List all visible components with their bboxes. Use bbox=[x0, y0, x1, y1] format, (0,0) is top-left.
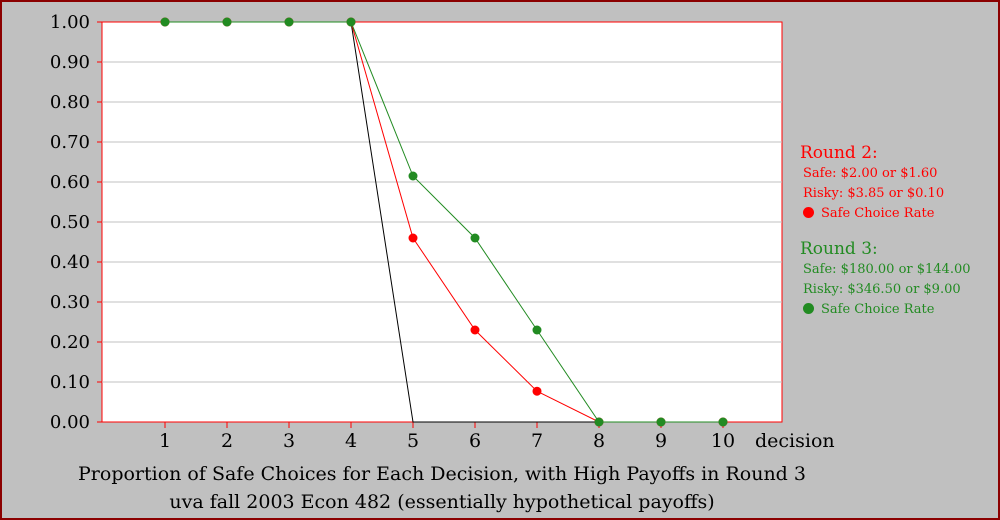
data-point bbox=[346, 17, 356, 27]
y-tick-label: 0.70 bbox=[50, 132, 90, 153]
data-point bbox=[408, 233, 418, 243]
legend-round-2-marker bbox=[803, 207, 814, 218]
y-tick-label: 0.40 bbox=[50, 252, 90, 273]
series-line bbox=[165, 21, 723, 423]
data-point bbox=[408, 171, 418, 181]
y-tick-label: 0.10 bbox=[50, 372, 90, 393]
data-point bbox=[656, 417, 666, 427]
y-tick-label: 0.90 bbox=[50, 52, 90, 73]
legend-round-3-title: Round 3: bbox=[800, 239, 878, 259]
legend-round-3-rate-label: Safe Choice Rate bbox=[821, 302, 935, 317]
y-tick-label: 0.00 bbox=[50, 412, 90, 433]
data-point bbox=[532, 386, 542, 396]
legend-round-3-marker bbox=[803, 303, 814, 314]
x-tick-label: 3 bbox=[283, 430, 295, 452]
x-tick-label: 2 bbox=[221, 430, 233, 452]
data-point bbox=[594, 417, 604, 427]
legend-round-2-rate-label: Safe Choice Rate bbox=[821, 206, 935, 221]
data-point bbox=[532, 325, 542, 335]
y-tick-label: 1.00 bbox=[50, 12, 90, 33]
x-tick-label: 7 bbox=[531, 430, 543, 452]
data-point bbox=[718, 417, 728, 427]
legend-round-3-safe: Safe: $180.00 or $144.00 bbox=[803, 262, 971, 277]
legend-round-2-safe: Safe: $2.00 or $1.60 bbox=[803, 166, 938, 181]
chart-title-line-1: Proportion of Safe Choices for Each Deci… bbox=[78, 463, 806, 485]
y-tick-label: 0.60 bbox=[50, 172, 90, 193]
data-point bbox=[160, 17, 170, 27]
legend-round-2-title: Round 2: bbox=[800, 143, 878, 163]
x-axis-label: decision bbox=[755, 430, 835, 452]
legend-round-2: Round 2: Safe: $2.00 or $1.60 Risky: $3.… bbox=[800, 142, 944, 224]
legend-round-3: Round 3: Safe: $180.00 or $144.00 Risky:… bbox=[800, 238, 971, 320]
legend-round-2-rate: Safe Choice Rate bbox=[800, 204, 944, 224]
legend-round-2-risky: Risky: $3.85 or $0.10 bbox=[803, 186, 945, 201]
data-point bbox=[470, 233, 480, 243]
x-tick-label: 5 bbox=[407, 430, 419, 452]
legend-round-3-rate: Safe Choice Rate bbox=[800, 300, 971, 320]
y-tick-label: 0.20 bbox=[50, 332, 90, 353]
x-tick-label: 9 bbox=[655, 430, 667, 452]
data-point bbox=[222, 17, 232, 27]
x-tick-label: 8 bbox=[593, 430, 605, 452]
y-tick-label: 0.80 bbox=[50, 92, 90, 113]
x-tick-label: 10 bbox=[711, 430, 735, 452]
data-point bbox=[470, 325, 480, 335]
y-tick-label: 0.50 bbox=[50, 212, 90, 233]
y-tick-label: 0.30 bbox=[50, 292, 90, 313]
x-tick-label: 1 bbox=[159, 430, 171, 452]
x-tick-label: 6 bbox=[469, 430, 481, 452]
chart-title-line-2: uva fall 2003 Econ 482 (essentially hypo… bbox=[169, 491, 715, 513]
data-point bbox=[284, 17, 294, 27]
legend-round-3-risky: Risky: $346.50 or $9.00 bbox=[803, 282, 961, 297]
x-tick-label: 4 bbox=[345, 430, 357, 452]
